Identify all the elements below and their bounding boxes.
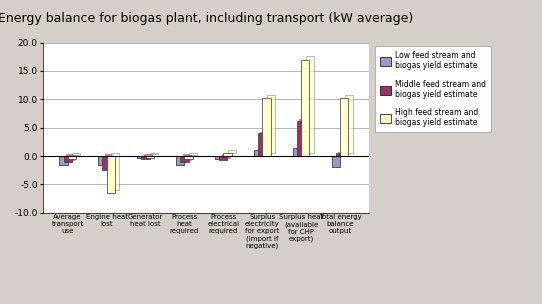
Bar (262, 98, 270, 156)
Text: Energy balance for biogas plant, including transport (kW average): Energy balance for biogas plant, includi… (0, 12, 414, 25)
Bar (184, 156, 192, 159)
Bar (215, 156, 223, 159)
Bar (297, 121, 305, 156)
Bar (60, 156, 68, 164)
Bar (332, 156, 340, 168)
Bar (72, 153, 80, 155)
Bar (183, 154, 191, 160)
Bar (254, 150, 262, 156)
Bar (267, 95, 275, 153)
Bar (137, 156, 145, 158)
Bar (137, 156, 145, 158)
Bar (345, 95, 353, 153)
Bar (150, 153, 158, 154)
Bar (144, 154, 152, 157)
Bar (189, 153, 197, 155)
Bar (215, 156, 223, 159)
Bar (338, 151, 346, 154)
Bar (176, 156, 184, 164)
Bar (105, 154, 113, 168)
Bar (332, 156, 340, 168)
Bar (107, 156, 115, 193)
Bar (63, 156, 72, 162)
Bar (299, 119, 308, 154)
Bar (258, 133, 267, 156)
Bar (98, 156, 107, 164)
Bar (223, 153, 231, 156)
Bar (141, 156, 150, 159)
Bar (293, 147, 301, 156)
Bar (220, 156, 228, 160)
Bar (60, 156, 68, 164)
Bar (228, 150, 236, 153)
Bar (180, 156, 189, 162)
Bar (301, 60, 309, 156)
Bar (98, 156, 107, 164)
Bar (145, 156, 154, 158)
Bar (176, 156, 184, 164)
Bar (222, 154, 230, 158)
Bar (306, 56, 314, 153)
Bar (340, 98, 349, 156)
Bar (254, 150, 262, 156)
Bar (68, 156, 76, 159)
Bar (66, 154, 74, 160)
Bar (293, 147, 301, 156)
Bar (102, 156, 111, 170)
Bar (111, 153, 119, 189)
Bar (336, 153, 344, 156)
Bar (261, 132, 269, 154)
Legend: Low feed stream and
biogas yield estimate, Middle feed stream and
biogas yield e: Low feed stream and biogas yield estimat… (375, 47, 491, 132)
